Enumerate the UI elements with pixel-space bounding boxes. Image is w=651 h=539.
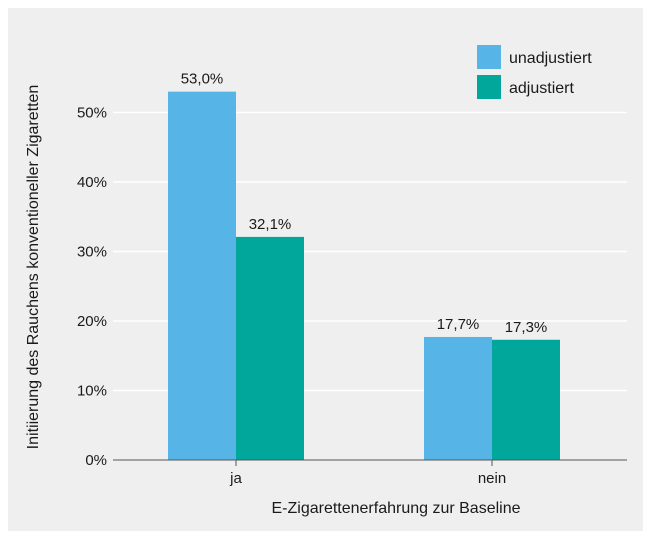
x-axis-label: E-Zigarettenerfahrung zur Baseline bbox=[271, 500, 520, 517]
bar-value-label: 17,7% bbox=[437, 316, 480, 333]
bar-unadjustiert-ja bbox=[168, 91, 236, 461]
y-axis-label: Initiierung des Rauchens konventioneller… bbox=[25, 85, 42, 450]
bar-value-label: 17,3% bbox=[505, 319, 548, 336]
legend-swatch-adjustiert bbox=[477, 75, 501, 99]
y-tick-label: 50% bbox=[77, 105, 107, 122]
bar-unadjustiert-nein bbox=[424, 336, 492, 460]
x-tick-label: ja bbox=[229, 470, 242, 487]
legend-label: adjustiert bbox=[509, 80, 574, 97]
x-tick-label: nein bbox=[478, 470, 506, 487]
y-tick-label: 0% bbox=[85, 452, 107, 469]
y-tick-label: 10% bbox=[77, 383, 107, 400]
bar-value-labels: 53,0% 32,1% 17,7% 17,3% bbox=[181, 71, 548, 336]
y-tick-label: 20% bbox=[77, 313, 107, 330]
bar-adjustiert-ja bbox=[236, 236, 304, 460]
y-tick-labels: 0% 10% 20% 30% 40% 50% bbox=[77, 105, 107, 470]
bar-adjustiert-nein bbox=[492, 339, 560, 460]
legend-label: unadjustiert bbox=[509, 50, 592, 67]
bar-value-label: 32,1% bbox=[249, 216, 292, 233]
legend: unadjustiert adjustiert bbox=[477, 45, 592, 99]
legend-swatch-unadjustiert bbox=[477, 45, 501, 69]
bars bbox=[168, 91, 560, 461]
x-tick-labels: ja nein bbox=[229, 460, 506, 487]
bar-value-label: 53,0% bbox=[181, 71, 224, 88]
y-tick-label: 40% bbox=[77, 174, 107, 191]
y-tick-label: 30% bbox=[77, 244, 107, 261]
